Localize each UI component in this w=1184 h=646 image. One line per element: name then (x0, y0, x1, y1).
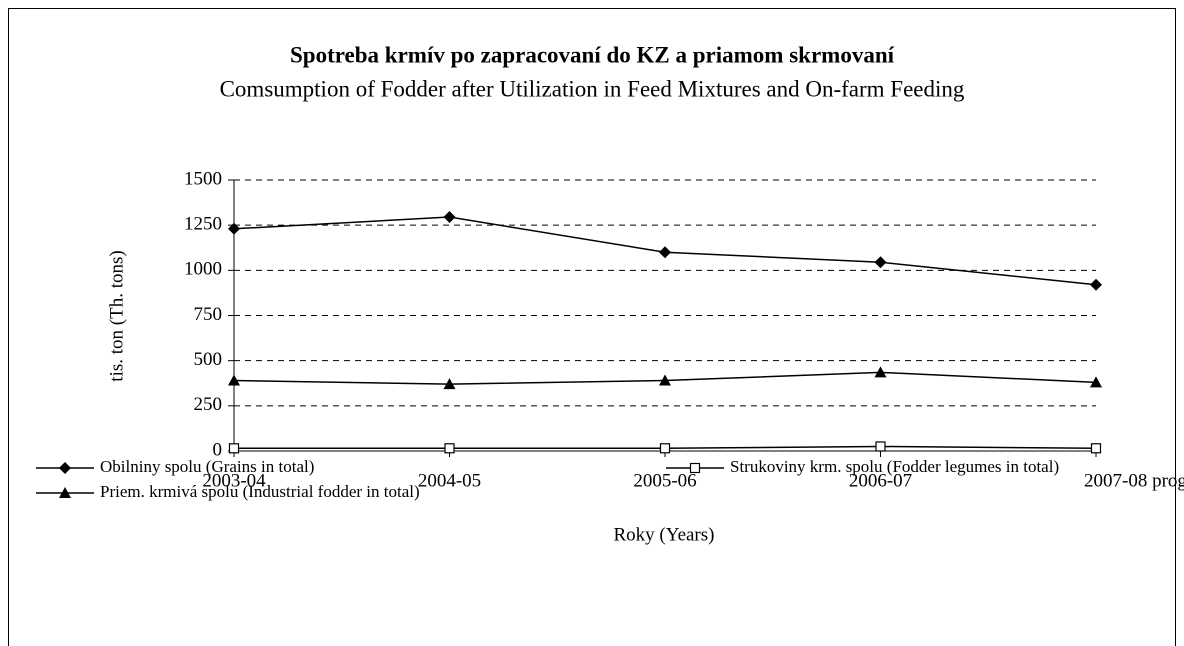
data-point (659, 246, 671, 259)
data-point (659, 443, 671, 454)
x-tick-label: 2007-08 progn. (1084, 470, 1184, 491)
legend-label: Obilniny spolu (Grains in total) (100, 457, 314, 476)
data-point (1090, 376, 1102, 388)
y-tick-label: 1000 (184, 259, 222, 280)
data-point (443, 378, 456, 390)
legend-label: Strukoviny krm. spolu (Fodder legumes in… (730, 457, 1059, 476)
x-axis-label: Roky (Years) (614, 524, 715, 545)
data-point (228, 443, 240, 454)
chart-title: Spotreba krmív po zapracovaní do KZ a pr… (290, 42, 895, 67)
y-tick-label: 500 (194, 349, 223, 370)
y-tick-label: 250 (194, 394, 223, 415)
legend-marker (59, 462, 71, 474)
data-point (444, 443, 455, 454)
x-tick-label: 2006-07 (849, 470, 912, 491)
legend-label: Priem. krmivá spolu (Industrial fodder i… (100, 482, 420, 501)
data-point (1090, 443, 1102, 454)
chart-border (8, 8, 1176, 646)
data-point (443, 211, 456, 224)
legend-marker (59, 487, 71, 498)
x-tick-label: 2005-06 (633, 470, 696, 491)
y-tick-label: 750 (194, 304, 223, 325)
data-point (1090, 278, 1102, 291)
y-tick-label: 1500 (184, 168, 222, 189)
data-point (228, 222, 240, 235)
y-tick-label: 0 (213, 439, 223, 460)
data-point (874, 256, 887, 269)
x-tick-label: 2004-05 (418, 470, 481, 491)
data-point (875, 441, 886, 452)
chart-subtitle: Comsumption of Fodder after Utilization … (220, 76, 965, 101)
legend-marker (689, 462, 701, 474)
data-point (228, 374, 240, 386)
y-axis-label: tis. ton (Th. tons) (106, 250, 127, 381)
data-point (659, 374, 671, 386)
data-point (874, 366, 887, 378)
x-tick-label: 2003-04 (202, 470, 266, 491)
y-tick-label: 1250 (184, 214, 222, 235)
